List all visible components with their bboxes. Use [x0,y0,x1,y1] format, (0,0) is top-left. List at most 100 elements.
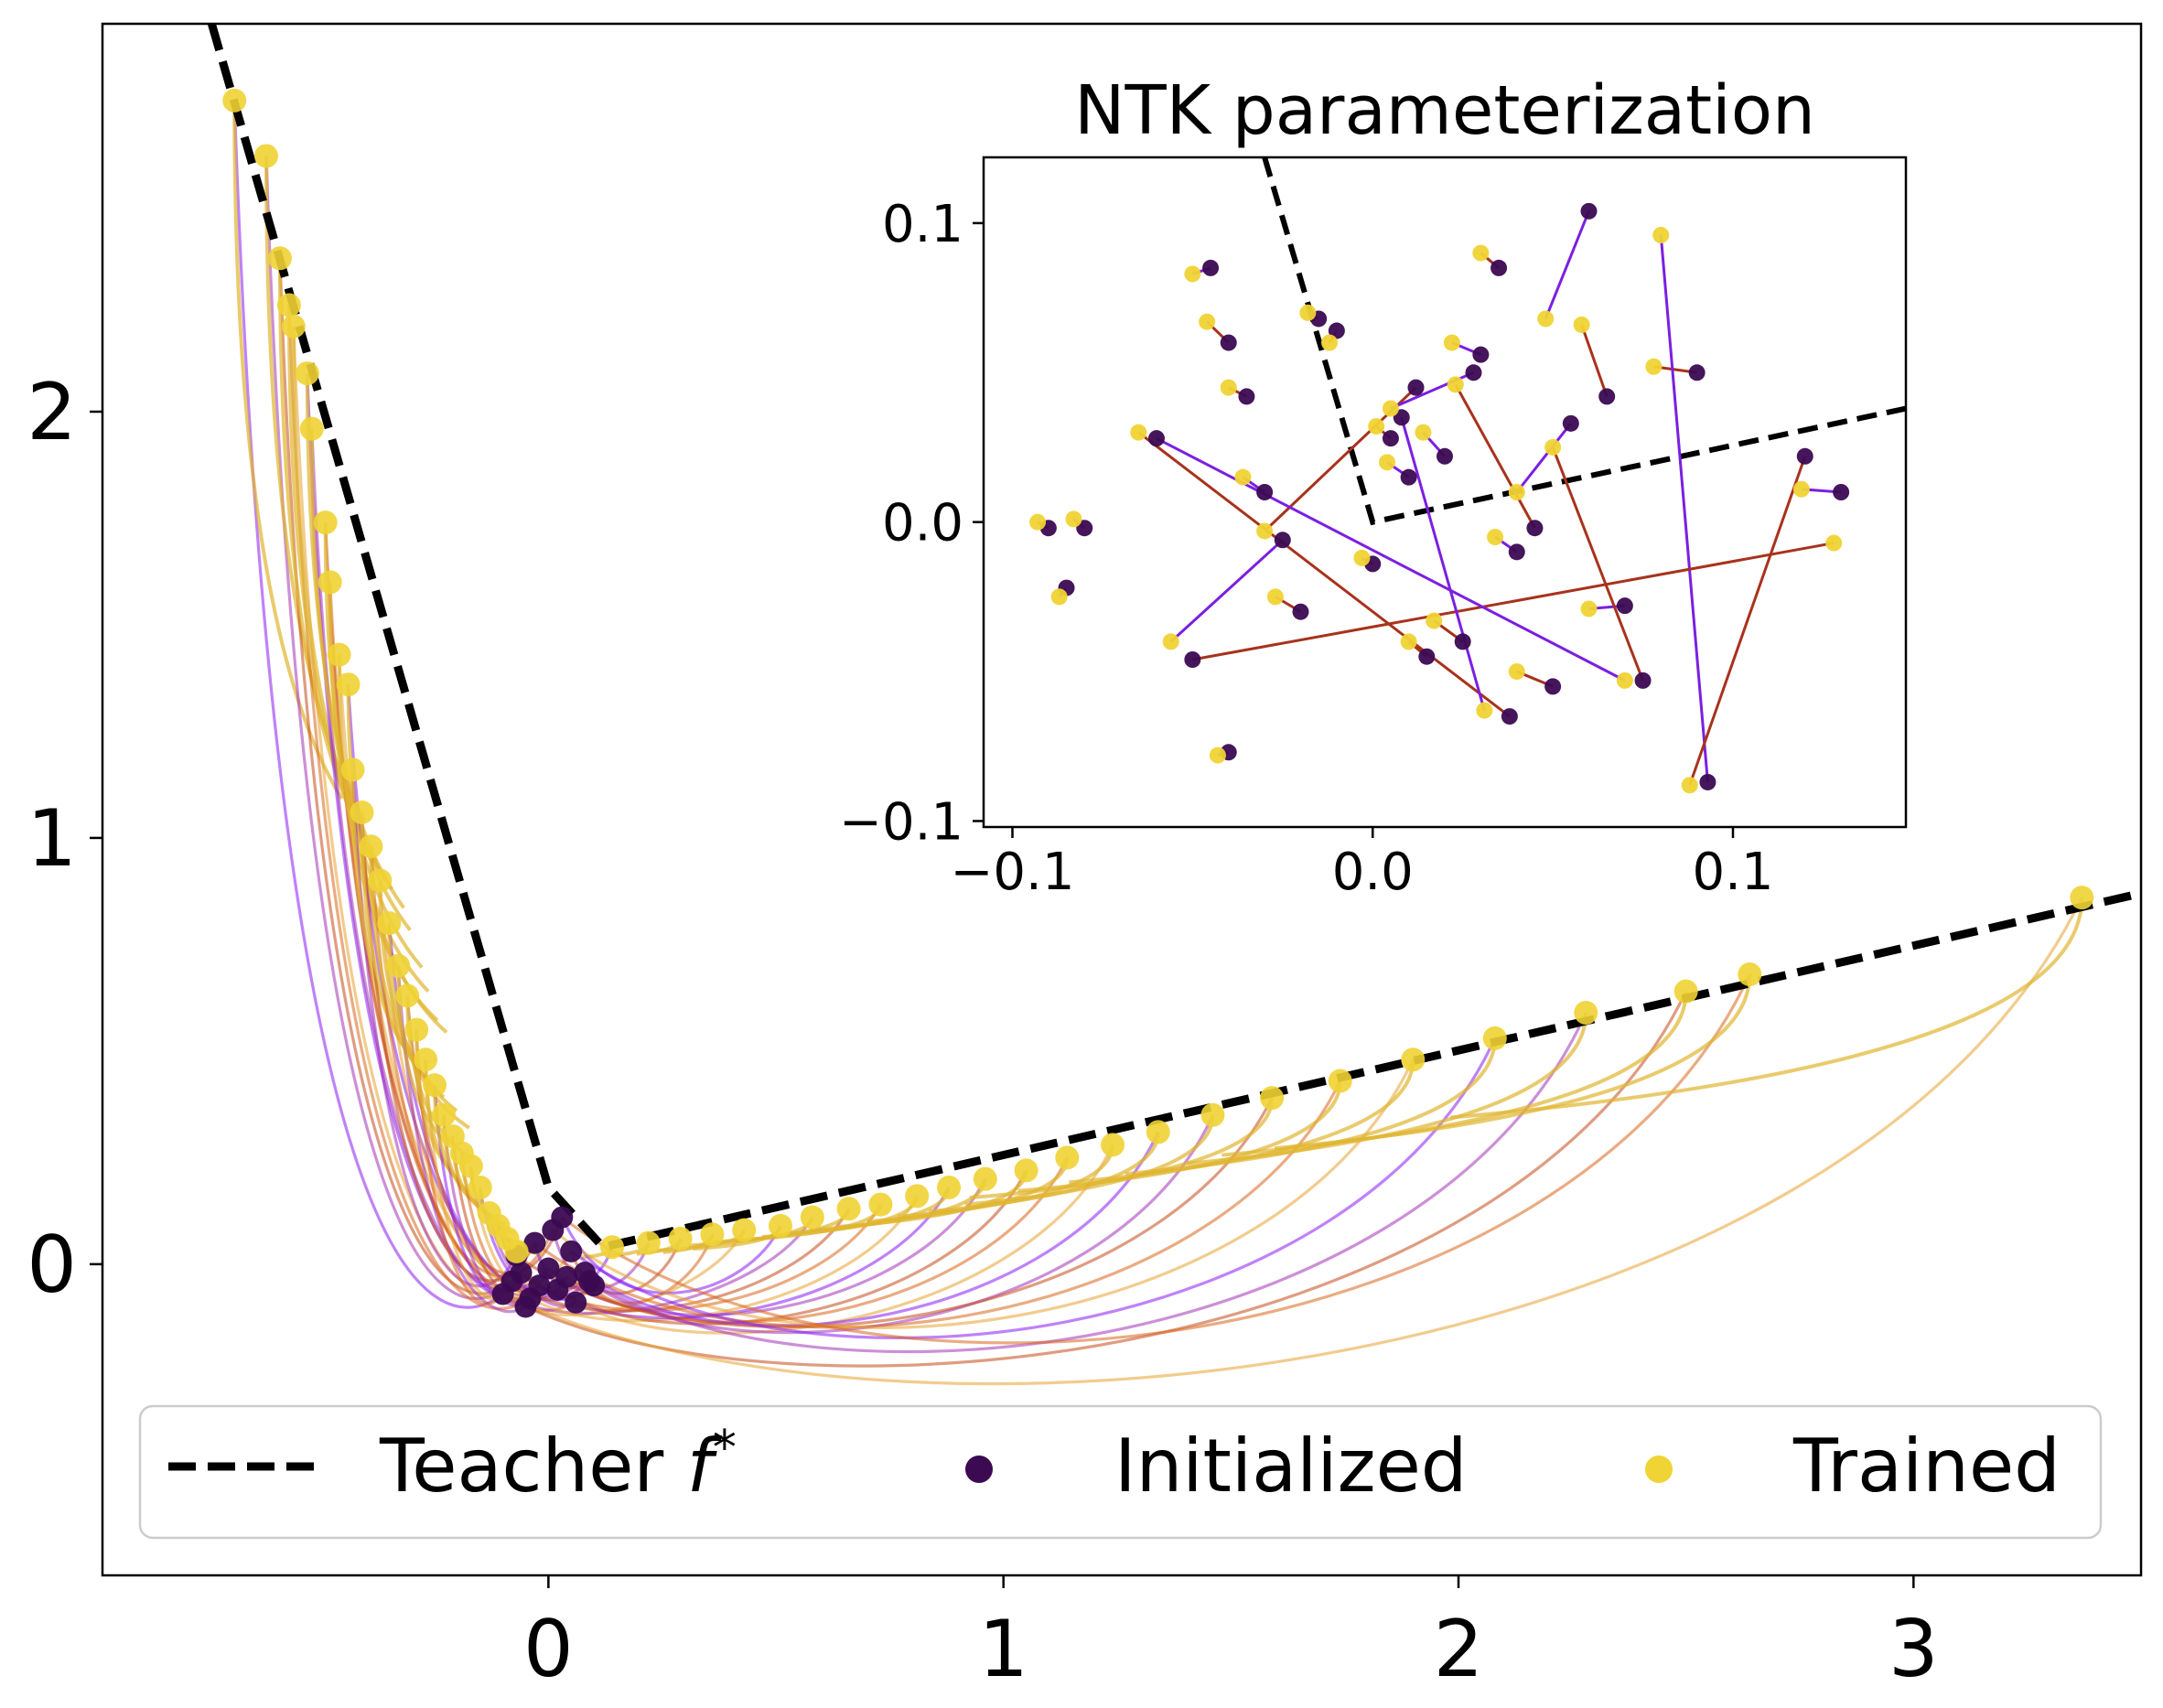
inset-trained-point [1447,376,1464,393]
inset-trained-point [1487,529,1504,546]
main-x-tick-label: 0 [523,1604,574,1695]
inset-teacher-line [1262,157,1906,526]
trained-point [868,1192,893,1217]
trained-point [1014,1158,1038,1183]
inset-trajectory [1544,210,1590,320]
trained-point [1401,1047,1426,1072]
trained-point [1482,1026,1507,1050]
initialized-point [537,1257,560,1280]
trained-point [327,642,351,667]
trained-point [254,144,279,168]
trajectory-tail [232,100,344,800]
inset-trained-point [1065,510,1082,528]
inset-initialized-point [1796,447,1813,465]
inset-trained-point [1199,313,1216,330]
main-marks [208,24,2141,1318]
trained-point [1146,1120,1170,1144]
main-y-tick-label: 1 [27,793,77,885]
inset-initialized-point [1508,543,1525,561]
inset-trajectory [1156,436,1626,682]
trained-point [317,570,342,595]
trained-point [769,1213,793,1238]
inset-initialized-point [1526,520,1544,537]
inset-trained-point [1476,702,1493,719]
trajectory-tail [1449,897,2084,1120]
inset-trained-point [1472,244,1490,262]
inset-trained-point [1130,424,1147,441]
trained-point [468,1176,492,1199]
initialized-point [514,1295,537,1318]
inset-initialized-point [1393,409,1410,426]
trajectory-line [584,1131,1160,1327]
trajectory-line [570,1037,1497,1339]
trained-point [423,1073,447,1098]
inset-plot: −0.1 0.0 0.1 −0.1 0.0 0.1 NTK parameterizatio… [839,71,1908,902]
inset-marks [1029,157,1906,794]
legend-teacher-text: Teacher [379,1423,687,1509]
inset-initialized-point [1382,430,1399,447]
legend-teacher-label: Teacher f* [379,1421,737,1509]
trajectory-line [575,1144,1114,1335]
inset-axes: −0.1 0.0 0.1 −0.1 0.0 0.1 [839,195,1774,902]
main-plot-frame [101,22,2143,1577]
legend-box [138,1404,2103,1540]
inset-initialized-point [1076,520,1093,537]
trained-point [1574,1000,1598,1025]
inset-x-tick-label: 0.0 [1332,843,1414,902]
inset-background [984,157,1906,827]
initialized-point [578,1270,601,1293]
trajectory-line [529,1195,919,1323]
trained-point [368,868,393,893]
trained-point [732,1218,757,1242]
inset-trained-point [1573,317,1590,333]
initialized-point [510,1262,533,1284]
inset-trajectory [1454,383,1536,529]
inset-trained-point [1616,671,1633,689]
trained-point [1260,1086,1285,1111]
inset-initialized-point [1472,346,1490,363]
trajectory-tail [1017,1080,1342,1193]
trained-point [404,1017,429,1042]
main-x-tick-label: 1 [978,1604,1028,1695]
trajectory-line [556,1169,1028,1326]
inset-trained-point [1825,534,1843,552]
trained-point [600,1235,624,1260]
inset-trained-point [1400,633,1417,650]
trajectory-line [552,1058,1415,1330]
trajectory-tail [1187,1012,1588,1166]
trained-point [281,314,306,338]
trained-point [504,1239,529,1263]
initialized-point [555,1265,578,1288]
inset-trained-point [1220,379,1237,396]
inset-initialized-point [1148,430,1165,447]
legend-trained-swatch [1645,1456,1673,1483]
inset-trained-point [1508,663,1525,681]
inset-x-tick-label: 0.1 [1692,843,1773,902]
inset-trained-point [1681,777,1698,794]
inset-initialized-point [1501,708,1518,725]
trajectory-line [232,100,504,1309]
inset-initialized-point [1418,648,1436,665]
inset-frame [982,156,1908,829]
trained-point [636,1230,661,1255]
inset-trained-point [1645,358,1663,375]
inset-trained-point [1652,226,1670,243]
inset-trained-point [1382,400,1399,417]
initialized-point [565,1291,587,1314]
trajectory-line [396,965,527,1314]
inset-trained-point [1426,612,1443,629]
trajectory-line [414,1029,504,1305]
trained-point [1055,1145,1080,1170]
initialized-point [523,1231,546,1254]
inset-trained-point [1368,418,1385,435]
inset-initialized-point [1490,259,1508,276]
inset-initialized-point [1688,364,1706,381]
trajectory-tail [1274,974,1752,1151]
inset-x-tick-label: −0.1 [951,843,1075,902]
inset-trained-point [1162,633,1179,650]
trained-point [1328,1069,1352,1093]
inset-initialized-point [1562,414,1579,432]
legend-initialized-label: Initialized [1114,1423,1468,1509]
inset-trajectory [1400,416,1486,711]
